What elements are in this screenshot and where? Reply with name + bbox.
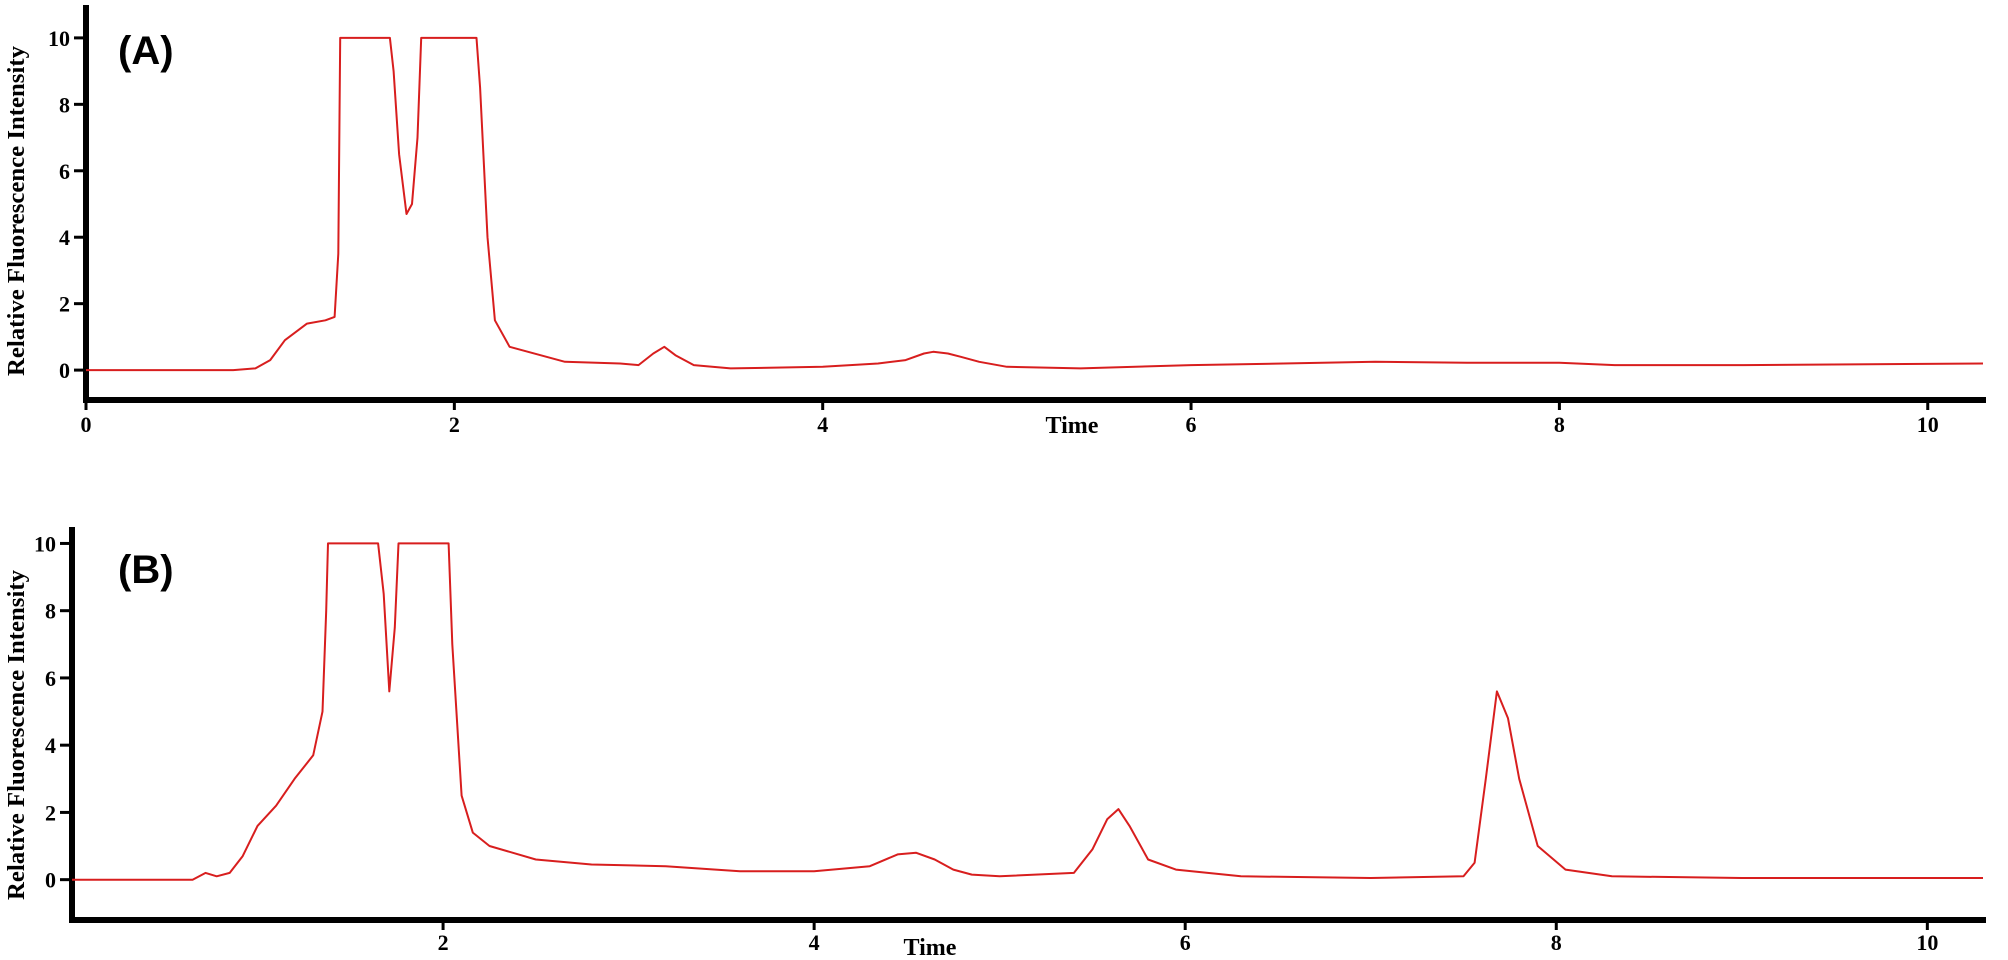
y-tick-label: 10 [34,531,56,556]
y-tick-label: 2 [59,292,70,317]
y-tick-label: 8 [59,92,70,117]
x-tick-label: 8 [1554,412,1565,437]
x-tick-label: 6 [1180,930,1191,955]
x-tick-label: 2 [449,412,460,437]
x-tick-label: 8 [1551,930,1562,955]
y-tick-label: 10 [48,26,70,51]
y-tick-label: 4 [59,225,70,250]
x-tick-label: 6 [1186,412,1197,437]
panel-label: (B) [118,548,174,592]
chart-panel-b: 0 2 4 6 8 10 2 4 6 8 10 (B) Time Relative Fluorescenc… [4,527,1986,960]
y-tick-label: 0 [59,358,70,383]
x-tick-label: 4 [809,930,820,955]
x-axis-title: Time [904,935,957,960]
x-axis-title: Time [1046,413,1099,439]
y-tick-label: 0 [45,868,56,893]
y-tick-label: 6 [59,159,70,184]
chromatogram-trace [86,36,1984,372]
panel-label: (A) [118,29,174,73]
y-axis-title: Relative Fluorescence Intensity [4,46,30,376]
y-tick-label: 2 [45,800,56,825]
x-tick-label: 2 [438,930,449,955]
x-tick-label: 10 [1916,930,1938,955]
x-tick-label: 0 [81,412,92,437]
chromatogram-trace [72,542,1983,881]
y-tick-label: 6 [45,666,56,691]
x-tick-label: 10 [1917,412,1939,437]
chart-panel-a: 0 2 4 6 8 10 0 2 4 6 8 10 (A) Time Relative Fluorescen… [4,5,1986,439]
x-tick-label: 4 [817,412,828,437]
y-tick-label: 8 [45,599,56,624]
y-axis-title: Relative Fluorescence Intensity [4,570,30,900]
y-tick-label: 4 [45,733,56,758]
